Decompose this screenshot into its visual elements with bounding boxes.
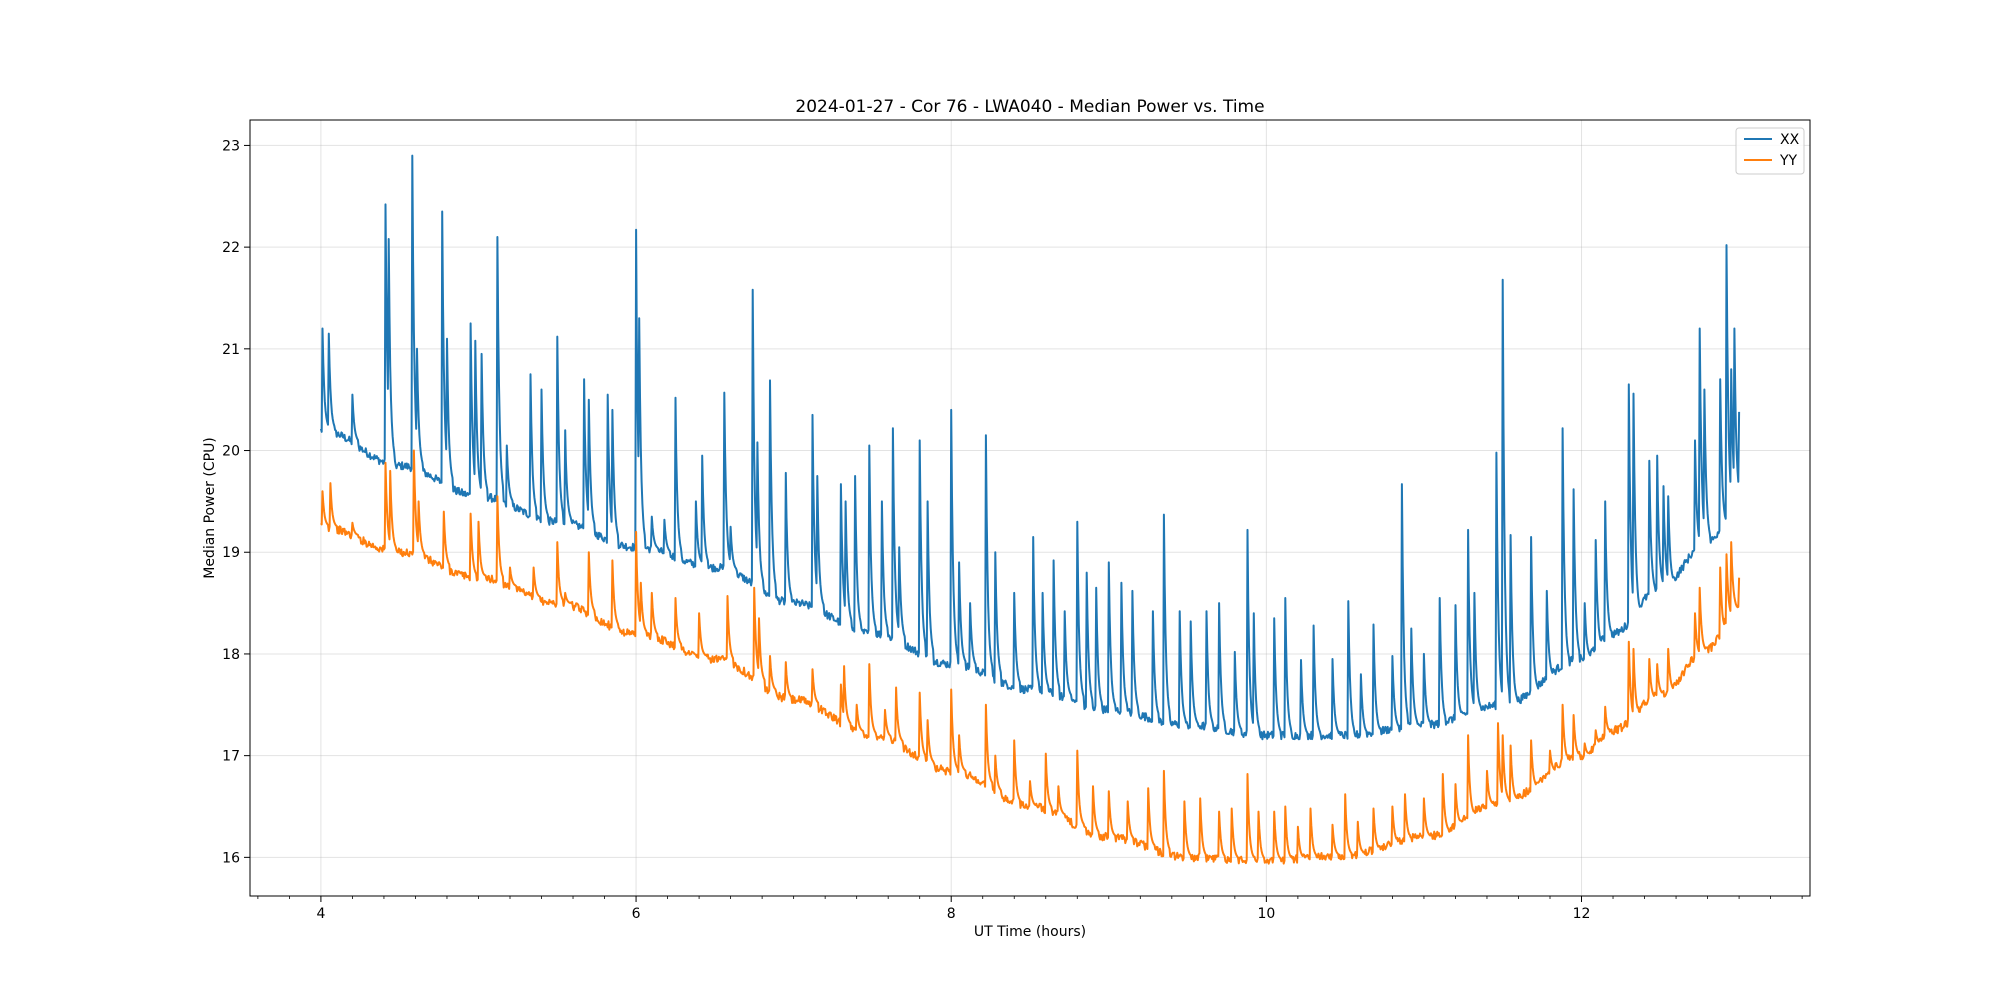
y-tick-label: 18: [222, 647, 240, 663]
y-axis-label: Median Power (CPU): [202, 437, 218, 579]
axis-ticks: 4 6 8 10 12 16 17 18 19 20 21 22 23: [222, 138, 1803, 922]
y-tick-label: 16: [222, 850, 240, 866]
x-tick-label: 12: [1573, 906, 1591, 922]
series-layer: [319, 154, 1741, 865]
chart-title: 2024-01-27 - Cor 76 - LWA040 - Median Po…: [795, 97, 1264, 117]
x-axis-label: UT Time (hours): [974, 924, 1086, 940]
x-tick-label: 10: [1257, 906, 1275, 922]
legend-label-yy: YY: [1779, 153, 1798, 169]
y-tick-label: 19: [222, 545, 240, 561]
y-tick-label: 20: [222, 444, 240, 460]
y-tick-label: 17: [222, 749, 240, 765]
plot-frame: [249, 119, 1811, 897]
x-tick-label: 4: [316, 906, 325, 922]
series-line-yy: [320, 449, 1741, 865]
y-tick-label: 23: [222, 138, 240, 154]
y-tick-label: 21: [222, 342, 240, 358]
series-line-xx: [319, 154, 1741, 741]
x-tick-label: 6: [632, 906, 641, 922]
legend: XX YY: [1735, 127, 1805, 175]
y-tick-label: 22: [222, 240, 240, 256]
legend-label-xx: XX: [1780, 132, 1800, 148]
x-tick-label: 8: [947, 906, 956, 922]
